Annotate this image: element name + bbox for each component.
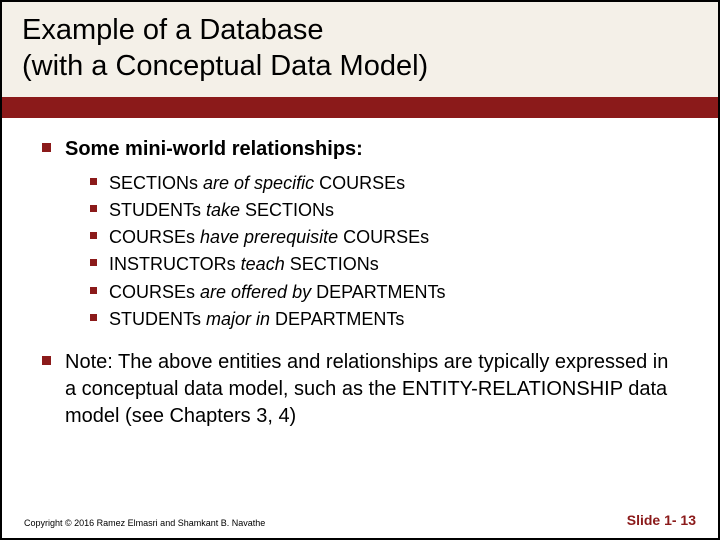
relationship-list: SECTIONs are of specific COURSEs STUDENT…	[90, 171, 678, 332]
list-item-text: STUDENTs take SECTIONs	[109, 198, 334, 222]
title-line2: (with a Conceptual Data Model)	[22, 50, 428, 82]
list-item-text: INSTRUCTORs teach SECTIONs	[109, 252, 379, 276]
heading-text: Some mini-world relationships:	[65, 136, 363, 163]
square-bullet-icon	[90, 232, 97, 239]
square-bullet-icon	[90, 287, 97, 294]
list-item: STUDENTs major in DEPARTMENTs	[90, 307, 678, 331]
list-item-text: COURSEs are offered by DEPARTMENTs	[109, 280, 445, 304]
content-area: Some mini-world relationships: SECTIONs …	[2, 118, 718, 431]
slide-title: Example of a Database (with a Conceptual…	[22, 12, 698, 85]
accent-band	[2, 100, 718, 118]
heading-bold: mini-world relationships	[125, 138, 356, 160]
copyright-text: Copyright © 2016 Ramez Elmasri and Shamk…	[24, 518, 265, 528]
note-text: Note: The above entities and relationshi…	[65, 349, 678, 430]
slide-number: Slide 1- 13	[627, 512, 696, 528]
heading-suffix: :	[356, 138, 363, 160]
list-item: INSTRUCTORs teach SECTIONs	[90, 252, 678, 276]
title-region: Example of a Database (with a Conceptual…	[2, 2, 718, 100]
square-bullet-icon	[42, 143, 51, 152]
list-item: COURSEs are offered by DEPARTMENTs	[90, 280, 678, 304]
note-item: Note: The above entities and relationshi…	[42, 349, 678, 430]
square-bullet-icon	[90, 178, 97, 185]
list-item-text: COURSEs have prerequisite COURSEs	[109, 225, 429, 249]
list-item-text: SECTIONs are of specific COURSEs	[109, 171, 405, 195]
slide: Example of a Database (with a Conceptual…	[0, 0, 720, 540]
heading-prefix: Some	[65, 138, 125, 160]
square-bullet-icon	[42, 356, 51, 365]
list-item: COURSEs have prerequisite COURSEs	[90, 225, 678, 249]
title-line1: Example of a Database	[22, 14, 323, 46]
list-item: SECTIONs are of specific COURSEs	[90, 171, 678, 195]
footer: Copyright © 2016 Ramez Elmasri and Shamk…	[2, 512, 718, 528]
square-bullet-icon	[90, 205, 97, 212]
list-item-text: STUDENTs major in DEPARTMENTs	[109, 307, 404, 331]
square-bullet-icon	[90, 259, 97, 266]
list-item: STUDENTs take SECTIONs	[90, 198, 678, 222]
heading-item: Some mini-world relationships:	[42, 136, 678, 163]
square-bullet-icon	[90, 314, 97, 321]
